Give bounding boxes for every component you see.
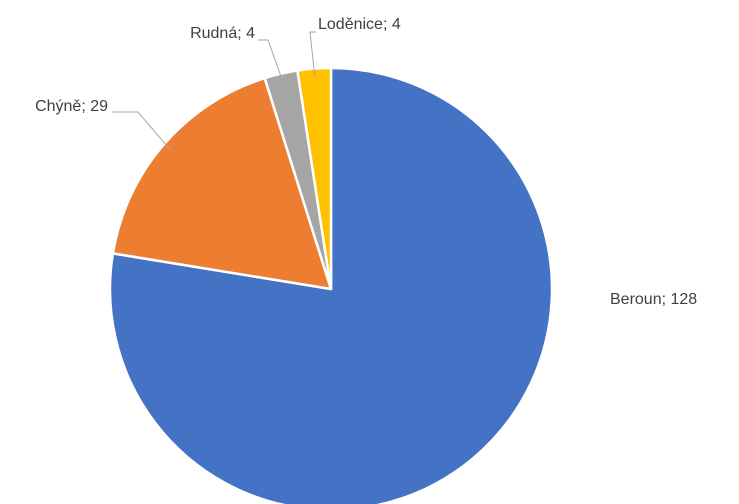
leader-line — [258, 39, 284, 82]
data-label: Rudná; 4 — [190, 25, 255, 42]
data-label: Beroun; 128 — [610, 291, 697, 308]
pie-slice — [111, 76, 333, 291]
data-label: Chýně; 29 — [35, 98, 108, 115]
leader-line — [112, 111, 171, 150]
data-label: Loděnice; 4 — [318, 16, 401, 33]
leader-line — [309, 31, 316, 77]
